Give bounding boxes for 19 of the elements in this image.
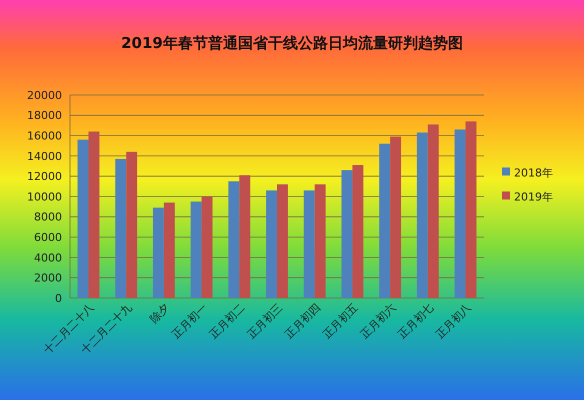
x-tick-label: 正月初三: [244, 300, 286, 342]
y-tick-label: 8000: [34, 210, 62, 224]
y-tick-label: 20000: [27, 88, 62, 102]
y-tick-label: 18000: [27, 109, 62, 122]
y-tick-label: 14000: [27, 150, 62, 163]
legend-label: 2018年: [514, 166, 553, 180]
y-tick-label: 2000: [34, 272, 62, 285]
y-tick-label: 10000: [27, 190, 62, 204]
x-tick-label: 正月初二: [207, 300, 248, 342]
y-tick-label: 12000: [27, 170, 62, 184]
y-tick-label: 0: [55, 292, 62, 305]
x-tick-label: 正月初七: [396, 300, 436, 342]
y-tick-label: 4000: [34, 251, 62, 264]
y-tick-label: 6000: [34, 230, 62, 244]
x-tick-label: 正月初四: [282, 300, 323, 342]
legend-label: 2019年: [514, 190, 553, 204]
x-tick-label: 正月初八: [433, 300, 474, 342]
chart-title: 2019年春节普通国省干线公路日均流量研判趋势图: [121, 34, 463, 52]
y-tick-label: 16000: [27, 129, 62, 142]
